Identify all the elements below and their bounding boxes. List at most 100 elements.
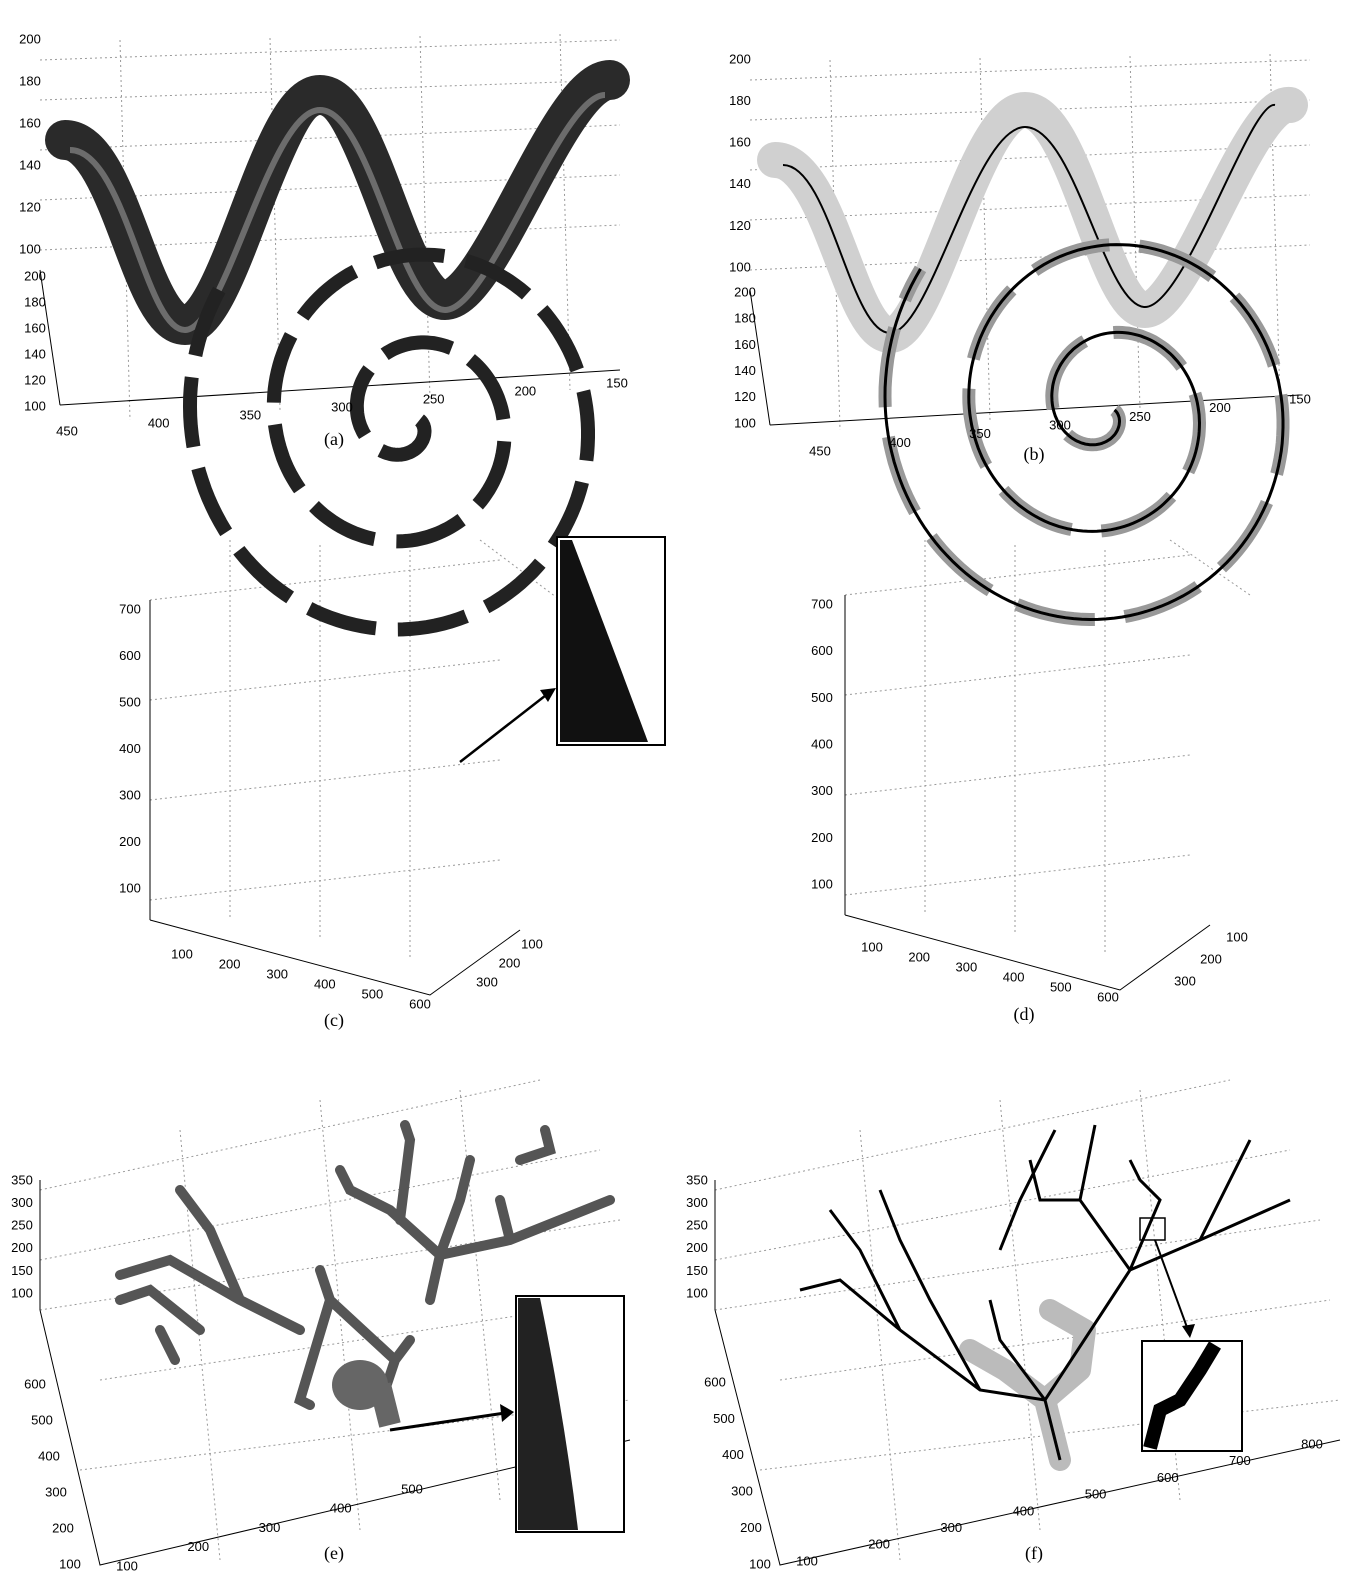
z-tick-label: 300 bbox=[11, 1195, 33, 1210]
y-tick-label: 400 bbox=[38, 1448, 60, 1463]
x-tick-label: 100 bbox=[796, 1553, 818, 1568]
x-tick-label: 300 bbox=[956, 959, 978, 974]
z-tick-label: 600 bbox=[811, 643, 833, 658]
z-tick-label: 700 bbox=[811, 596, 833, 611]
y-tick-label: 200 bbox=[24, 268, 46, 283]
x-tick-label: 500 bbox=[362, 986, 384, 1001]
y-tick-label: 300 bbox=[45, 1484, 67, 1499]
y-tick-label: 200 bbox=[499, 955, 521, 970]
y-tick-label: 140 bbox=[734, 363, 756, 378]
z-tick-label: 100 bbox=[729, 259, 751, 274]
x-tick-label: 200 bbox=[187, 1539, 209, 1554]
x-tick-label: 200 bbox=[1209, 400, 1231, 415]
y-tick-label: 400 bbox=[722, 1447, 744, 1462]
x-tick-label: 400 bbox=[1003, 969, 1025, 984]
z-tick-label: 100 bbox=[19, 241, 41, 256]
y-tick-label: 500 bbox=[31, 1412, 53, 1427]
z-tick-label: 350 bbox=[686, 1172, 708, 1187]
z-tick-label: 150 bbox=[686, 1263, 708, 1278]
z-tick-label: 200 bbox=[19, 31, 41, 46]
z-tick-label: 350 bbox=[11, 1172, 33, 1187]
y-tick-label: 600 bbox=[24, 1376, 46, 1391]
y-tick-label: 100 bbox=[749, 1556, 771, 1571]
y-tick-label: 200 bbox=[52, 1520, 74, 1535]
x-tick-label: 300 bbox=[331, 399, 353, 414]
x-tick-label: 500 bbox=[401, 1481, 423, 1496]
y-tick-label: 200 bbox=[734, 284, 756, 299]
y-tick-label: 100 bbox=[1226, 929, 1248, 944]
z-tick-label: 300 bbox=[119, 787, 141, 802]
x-tick-label: 300 bbox=[259, 1520, 281, 1535]
x-tick-label: 350 bbox=[239, 407, 261, 422]
panel-caption: (d) bbox=[1014, 1004, 1035, 1025]
panel-b-art bbox=[750, 54, 1310, 430]
z-tick-label: 100 bbox=[686, 1285, 708, 1300]
y-tick-label: 120 bbox=[24, 372, 46, 387]
panel-d-art bbox=[845, 245, 1283, 990]
y-tick-label: 200 bbox=[740, 1520, 762, 1535]
z-tick-label: 140 bbox=[19, 157, 41, 172]
z-tick-label: 200 bbox=[11, 1240, 33, 1255]
x-tick-label: 450 bbox=[809, 443, 831, 458]
z-tick-label: 300 bbox=[811, 783, 833, 798]
y-tick-label: 100 bbox=[521, 936, 543, 951]
x-tick-label: 400 bbox=[314, 976, 336, 991]
z-tick-label: 100 bbox=[11, 1285, 33, 1300]
y-tick-label: 120 bbox=[734, 389, 756, 404]
y-tick-label: 200 bbox=[1200, 951, 1222, 966]
x-tick-label: 200 bbox=[908, 949, 930, 964]
z-tick-label: 400 bbox=[119, 741, 141, 756]
z-tick-label: 700 bbox=[119, 601, 141, 616]
x-tick-label: 400 bbox=[330, 1501, 352, 1516]
z-tick-label: 100 bbox=[811, 876, 833, 891]
z-tick-label: 400 bbox=[811, 736, 833, 751]
panel-e-art bbox=[40, 1080, 630, 1565]
x-tick-label: 400 bbox=[889, 435, 911, 450]
z-tick-label: 200 bbox=[729, 51, 751, 66]
x-tick-label: 150 bbox=[606, 375, 628, 390]
x-tick-label: 500 bbox=[1050, 979, 1072, 994]
x-tick-label: 800 bbox=[1301, 1436, 1323, 1451]
z-tick-label: 500 bbox=[119, 694, 141, 709]
x-tick-label: 200 bbox=[514, 383, 536, 398]
panel-caption: (f) bbox=[1025, 1543, 1043, 1564]
y-tick-label: 180 bbox=[734, 311, 756, 326]
y-tick-label: 100 bbox=[59, 1556, 81, 1571]
x-tick-label: 100 bbox=[116, 1558, 138, 1571]
z-tick-label: 150 bbox=[11, 1263, 33, 1278]
x-tick-label: 300 bbox=[940, 1520, 962, 1535]
y-tick-label: 100 bbox=[734, 415, 756, 430]
z-tick-label: 180 bbox=[19, 73, 41, 88]
panel-c-art bbox=[150, 255, 665, 995]
x-tick-label: 500 bbox=[1085, 1487, 1107, 1502]
z-tick-label: 500 bbox=[811, 690, 833, 705]
panel-caption: (c) bbox=[324, 1010, 344, 1031]
y-tick-label: 300 bbox=[1174, 973, 1196, 988]
z-tick-label: 180 bbox=[729, 93, 751, 108]
x-tick-label: 350 bbox=[969, 426, 991, 441]
z-tick-label: 250 bbox=[11, 1218, 33, 1233]
z-tick-label: 250 bbox=[686, 1218, 708, 1233]
panel-f-art bbox=[715, 1080, 1340, 1565]
x-tick-label: 450 bbox=[56, 423, 78, 438]
x-tick-label: 250 bbox=[423, 391, 445, 406]
x-tick-label: 300 bbox=[266, 966, 288, 981]
figure: 2001801601401201002001801601401201004504… bbox=[0, 0, 1351, 1571]
y-tick-label: 180 bbox=[24, 294, 46, 309]
panel-a-art bbox=[40, 34, 620, 420]
z-tick-label: 160 bbox=[19, 115, 41, 130]
x-tick-label: 100 bbox=[171, 946, 193, 961]
z-tick-label: 200 bbox=[811, 830, 833, 845]
x-tick-label: 600 bbox=[1097, 989, 1119, 1004]
y-tick-label: 140 bbox=[24, 346, 46, 361]
panel-caption: (a) bbox=[324, 429, 344, 450]
y-tick-label: 600 bbox=[704, 1374, 726, 1389]
x-tick-label: 250 bbox=[1129, 409, 1151, 424]
z-tick-label: 100 bbox=[119, 880, 141, 895]
y-tick-label: 300 bbox=[731, 1484, 753, 1499]
x-tick-label: 200 bbox=[219, 956, 241, 971]
x-tick-label: 300 bbox=[1049, 417, 1071, 432]
z-tick-label: 200 bbox=[119, 834, 141, 849]
z-tick-label: 300 bbox=[686, 1195, 708, 1210]
y-tick-label: 300 bbox=[476, 974, 498, 989]
